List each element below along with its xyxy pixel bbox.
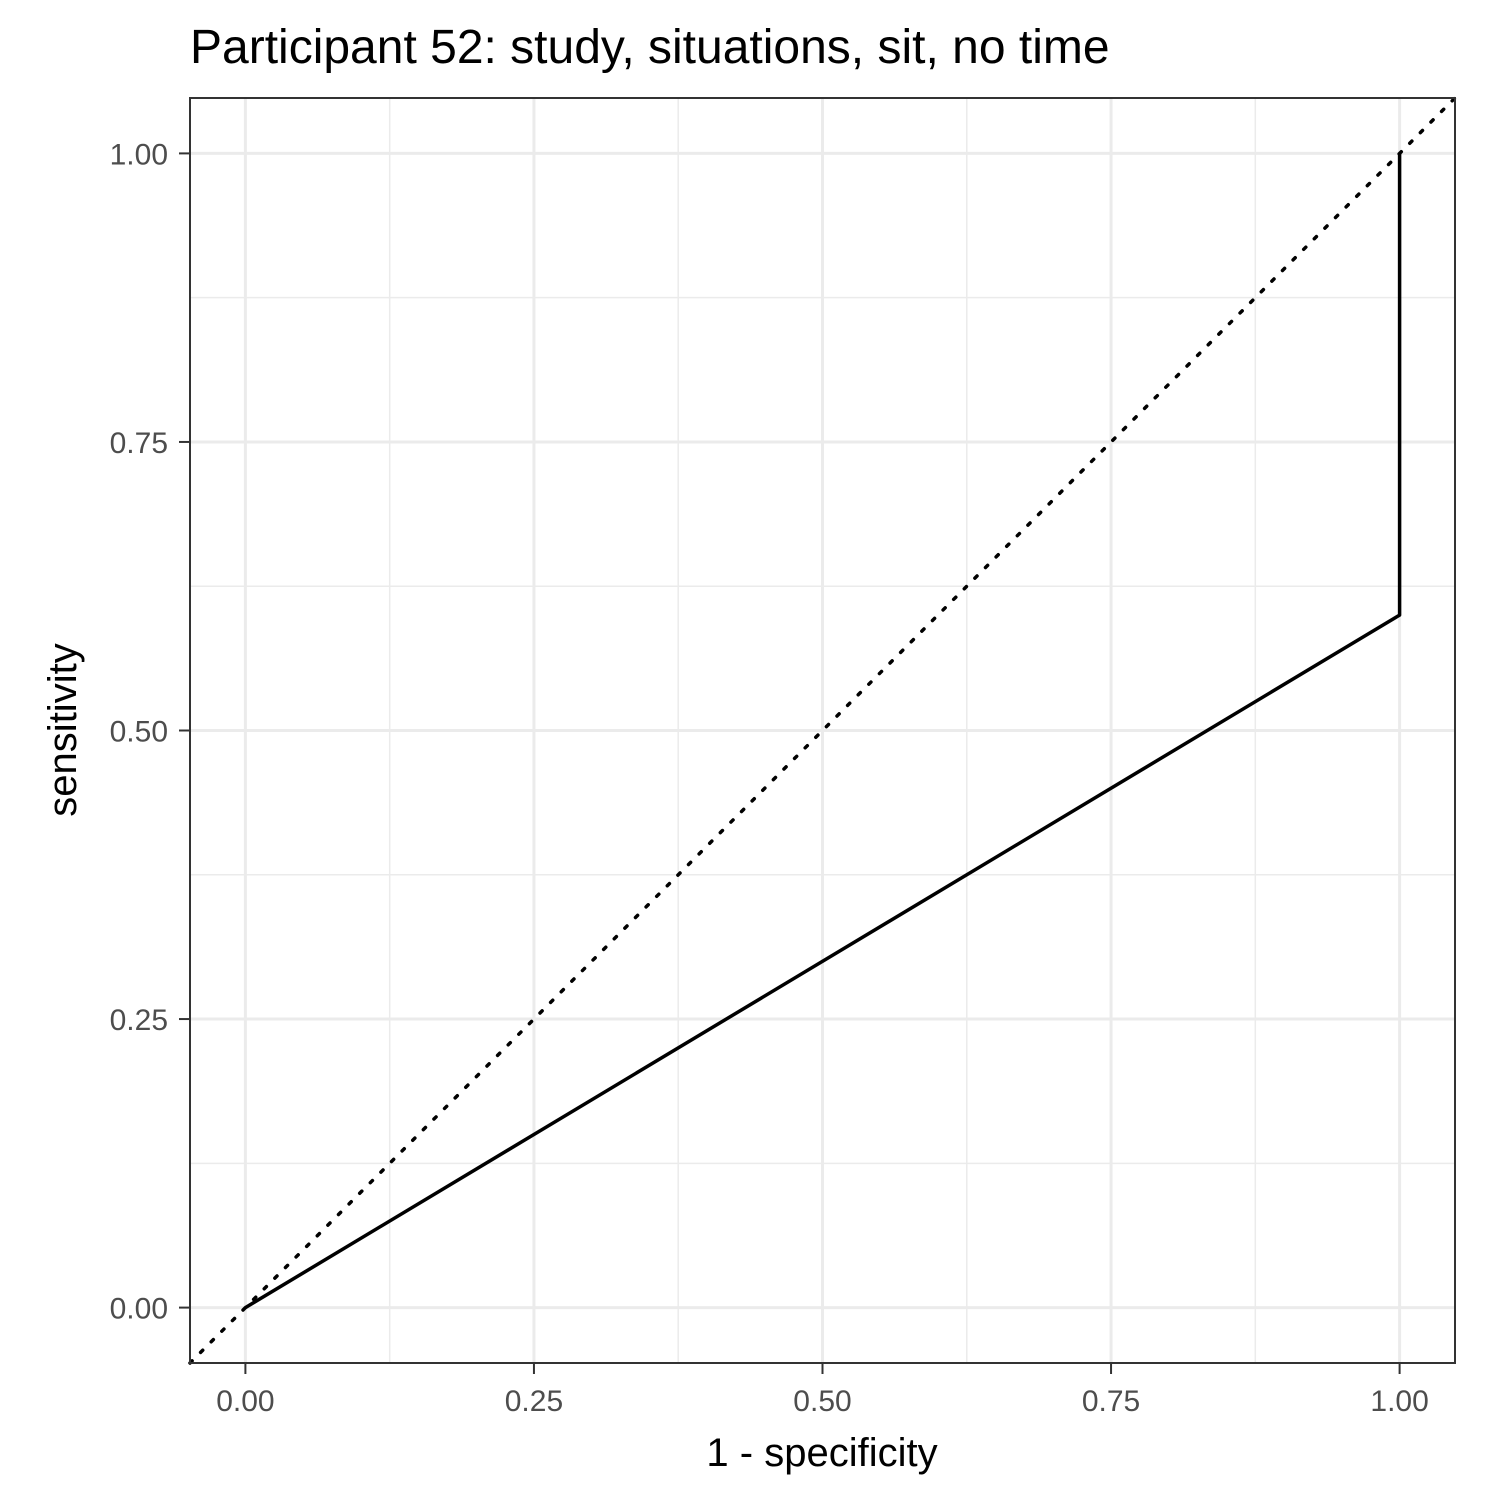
- x-axis-title: 1 - specificity: [706, 1431, 937, 1475]
- x-tick-label: 0.25: [505, 1385, 563, 1418]
- roc-curve-line: [244, 153, 1402, 1310]
- x-axis: 0.00 0.25 0.50 0.75 1.00: [216, 1363, 1429, 1418]
- y-tick-label: 0.50: [110, 716, 168, 749]
- x-tick-label: 1.00: [1370, 1385, 1428, 1418]
- x-tick-label: 0.00: [216, 1385, 274, 1418]
- y-tick-label: 0.75: [110, 427, 168, 460]
- y-axis-title: sensitivity: [41, 643, 85, 816]
- x-tick-label: 0.75: [1082, 1385, 1140, 1418]
- y-tick-label: 0.00: [110, 1293, 168, 1326]
- grid: [190, 98, 1455, 1363]
- chart-title: Participant 52: study, situations, sit, …: [190, 21, 1110, 74]
- x-tick-label: 0.50: [793, 1385, 851, 1418]
- series-layer: [244, 153, 1402, 1310]
- y-axis: 0.00 0.25 0.50 0.75 1.00: [110, 138, 190, 1326]
- y-tick-label: 0.25: [110, 1004, 168, 1037]
- y-tick-label: 1.00: [110, 138, 168, 171]
